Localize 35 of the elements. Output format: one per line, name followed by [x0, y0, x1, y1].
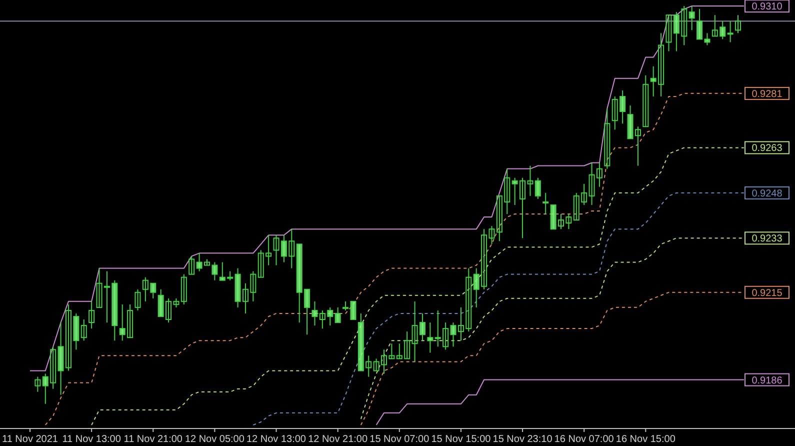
- candlestick: [666, 14, 672, 52]
- y-tick-label: 0.9281: [752, 88, 783, 100]
- candlestick: [542, 192, 549, 214]
- y-tick-label: 0.9233: [752, 234, 783, 245]
- x-tick-label: 12 Nov 13:00: [246, 434, 306, 445]
- x-tick-label: 15 Nov 07:00: [370, 434, 430, 445]
- x-tick-label: 15 Nov 15:00: [431, 434, 492, 445]
- x-tick-label: 11 Nov 21:00: [124, 434, 183, 445]
- candlestick: [312, 300, 318, 326]
- x-tick-label: 15 Nov 23:10: [492, 434, 553, 445]
- y-tick-label: 0.9310: [752, 2, 783, 13]
- y-tick-label: 0.9263: [752, 143, 783, 154]
- x-tick-label: 11 Nov 13:00: [62, 434, 122, 445]
- x-tick-label: 16 Nov 15:00: [616, 434, 676, 445]
- y-tick-label: 0.9215: [752, 288, 783, 299]
- candlestick: [334, 306, 341, 324]
- candlestick: [427, 322, 434, 354]
- x-tick-label: 11 Nov 2021: [2, 434, 58, 445]
- candlestick: [88, 300, 95, 330]
- candlestick: [180, 274, 187, 305]
- candlestick: [34, 376, 41, 392]
- y-tick-label: 0.9248: [752, 188, 783, 200]
- candlestick: [604, 108, 610, 170]
- candlestick: [80, 318, 87, 342]
- candlestick: [188, 256, 195, 275]
- candlestick: [534, 177, 541, 200]
- x-tick-label: 16 Nov 07:00: [554, 434, 614, 445]
- candlestick: [134, 288, 141, 311]
- x-tick-label: 12 Nov 05:00: [184, 434, 245, 445]
- candlestick: [735, 14, 741, 34]
- y-tick-label: 0.9186: [752, 375, 783, 386]
- candlestick: [688, 6, 695, 31]
- candlestick: [642, 74, 649, 128]
- x-tick-label: 12 Nov 21:00: [308, 434, 368, 445]
- candlestick: [727, 20, 734, 43]
